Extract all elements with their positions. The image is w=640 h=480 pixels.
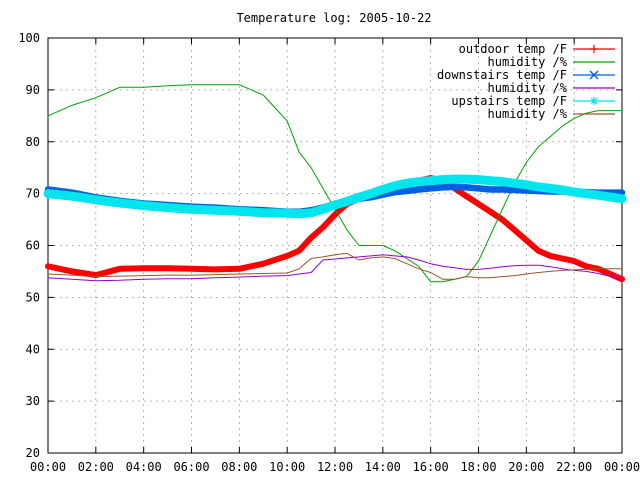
y-tick-label: 80 xyxy=(26,135,40,149)
y-tick-label: 50 xyxy=(26,290,40,304)
x-tick-label: 12:00 xyxy=(317,460,353,474)
legend-label: downstairs temp /F xyxy=(437,68,567,82)
x-tick-label: 14:00 xyxy=(365,460,401,474)
y-tick-label: 20 xyxy=(26,446,40,460)
legend-entry: downstairs temp /F xyxy=(437,68,615,82)
x-tick-label: 06:00 xyxy=(173,460,209,474)
x-tick-label: 16:00 xyxy=(413,460,449,474)
plot-frame xyxy=(47,37,623,454)
y-tick-label: 100 xyxy=(18,31,40,45)
series-line-5 xyxy=(43,174,627,219)
y-tick-label: 70 xyxy=(26,187,40,201)
legend-entry: upstairs temp /F xyxy=(451,94,615,108)
y-tick-label: 90 xyxy=(26,83,40,97)
legend-entry: humidity /% xyxy=(488,107,615,121)
legend-marker xyxy=(590,45,598,53)
legend-marker xyxy=(589,70,599,80)
legend-label: humidity /% xyxy=(488,107,568,121)
legend-label: humidity /% xyxy=(488,81,568,95)
y-tick-label: 30 xyxy=(26,394,40,408)
x-tick-label: 20:00 xyxy=(508,460,544,474)
legend-marker xyxy=(590,97,598,105)
legend-entry: humidity /% xyxy=(488,55,615,69)
x-tick-label: 10:00 xyxy=(269,460,305,474)
y-tick-label: 60 xyxy=(26,239,40,253)
series-line-4 xyxy=(47,254,623,282)
legend-label: humidity /% xyxy=(488,55,568,69)
legend-label: outdoor temp /F xyxy=(459,42,567,56)
series-line-2 xyxy=(47,84,623,283)
x-tick-label: 22:00 xyxy=(556,460,592,474)
series-line-6 xyxy=(47,252,623,280)
x-tick-label: 04:00 xyxy=(126,460,162,474)
axes: 20 30 40 50 60 70 80 90 100 00:00 02:00 04:00 06:00 0… xyxy=(18,31,640,474)
x-tick-label: 18:00 xyxy=(460,460,496,474)
legend-entry: humidity /% xyxy=(488,81,615,95)
series-lines xyxy=(43,84,627,283)
x-tick-label: 02:00 xyxy=(78,460,114,474)
legend-label: upstairs temp /F xyxy=(451,94,567,108)
x-tick-label: 00:00 xyxy=(604,460,640,474)
x-tick-label: 08:00 xyxy=(221,460,257,474)
legend-entry: outdoor temp /F xyxy=(459,42,615,56)
y-tick-label: 40 xyxy=(26,342,40,356)
chart-title: Temperature log: 2005-10-22 xyxy=(236,11,431,25)
x-tick-label: 00:00 xyxy=(30,460,66,474)
